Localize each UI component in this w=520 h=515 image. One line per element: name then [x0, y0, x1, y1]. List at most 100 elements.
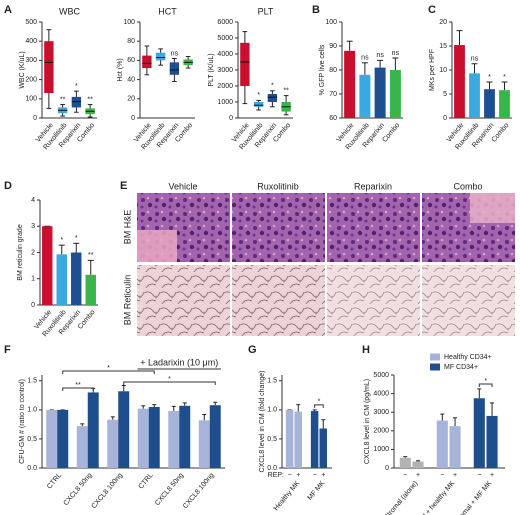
y-tick-label: 0.5 [27, 436, 37, 443]
y-tick-label: 90 [329, 43, 337, 50]
tissue-region [470, 193, 515, 223]
condition-label: − [477, 472, 481, 479]
y-tick-label: 2000 [373, 428, 389, 435]
bar [148, 406, 160, 468]
y-axis-label: MKs per HPF [429, 49, 436, 91]
column-label: Combo [453, 181, 482, 191]
y-tick-label: 2000 [217, 83, 233, 90]
bar [76, 426, 88, 468]
y-tick-label: 80 [127, 38, 135, 45]
reticulin-image [137, 265, 230, 336]
y-tick-label: 1.0 [267, 407, 277, 414]
y-axis-label: WBC (K/uL) [19, 51, 26, 88]
bracket [62, 370, 155, 374]
panel-letter: B [312, 4, 320, 16]
bar [179, 405, 191, 468]
bar [344, 50, 356, 118]
significance: * [168, 376, 171, 383]
tissue-region [137, 230, 177, 262]
y-tick-label: 6000 [217, 19, 233, 26]
he-image [232, 193, 325, 262]
row-label: BM H&E [122, 210, 132, 245]
box [253, 102, 264, 107]
y-tick-label: 70 [329, 91, 337, 98]
y-tick-label: 1.5 [267, 378, 277, 385]
y-tick-label: 1 [31, 276, 35, 283]
bracket [314, 404, 324, 408]
panel-letter: D [4, 180, 12, 192]
y-axis-label: CXCL8 level in CM (pg/mL) [364, 379, 371, 464]
y-tick-label: 4000 [217, 51, 233, 58]
panel-letter: C [428, 4, 436, 16]
y-tick-label: 200 [25, 76, 37, 83]
legend-swatch [430, 353, 440, 361]
significance: ns [361, 55, 369, 62]
reticulin-image [232, 265, 325, 336]
y-tick-label: 1.5 [27, 378, 37, 385]
bar [285, 409, 294, 468]
y-tick-label: 0 [229, 115, 233, 122]
bar [469, 73, 480, 118]
panel-letter: F [4, 344, 11, 356]
y-axis-label: Hct (%) [117, 58, 124, 81]
column-label: Ruxolitinib [257, 181, 299, 191]
y-tick-label: 0.0 [27, 465, 37, 472]
y-tick-label: 4000 [373, 390, 389, 397]
box [155, 52, 166, 61]
reticulin-image [327, 265, 420, 336]
x-tick-label: CXCL8 100ng [91, 472, 125, 510]
y-tick-label: 5000 [373, 372, 389, 379]
box [240, 42, 250, 86]
y-tick-label: 100 [325, 19, 337, 26]
bar [319, 428, 327, 468]
y-tick-label: 60 [127, 57, 135, 64]
column-label: Vehicle [168, 181, 197, 191]
bar [87, 392, 99, 468]
bar [399, 457, 411, 468]
bar [85, 274, 96, 305]
y-tick-label: 10 [439, 67, 447, 74]
significance: ** [283, 87, 289, 94]
condition-title: REP: [268, 472, 284, 479]
box [44, 41, 54, 94]
bar [57, 409, 69, 468]
y-tick-label: 5000 [217, 35, 233, 42]
significance: ns [471, 56, 479, 63]
row-label: BM Reticulin [122, 275, 132, 326]
bar [310, 411, 319, 468]
y-tick-label: 2 [31, 249, 35, 256]
y-tick-label: 40 [127, 76, 135, 83]
bracket [478, 383, 493, 387]
condition-label: + [296, 472, 300, 479]
bar [449, 426, 461, 468]
bar [42, 226, 53, 305]
significance: ** [87, 96, 93, 103]
significance: * [75, 83, 78, 90]
he-image [327, 193, 420, 262]
bar [137, 408, 149, 468]
y-tick-label: 5 [443, 91, 447, 98]
bar [454, 45, 465, 118]
box [267, 94, 278, 102]
y-tick-label: 20 [127, 96, 135, 103]
bar [107, 419, 119, 468]
panel-letter: A [4, 4, 12, 16]
y-axis-label: CFU-GM # (ratio to control) [19, 379, 26, 464]
panel-letter: E [120, 180, 127, 192]
y-tick-label: 0 [443, 115, 447, 122]
chart-title: HCT [158, 6, 177, 16]
condition-label: − [403, 472, 407, 479]
y-axis-label: CXCL8 level in CM (fold change) [259, 371, 266, 473]
bar [412, 461, 424, 468]
significance: * [271, 83, 274, 90]
bar [46, 409, 58, 468]
y-tick-label: 3000 [373, 409, 389, 416]
y-tick-label: 3 [31, 223, 35, 230]
y-tick-label: 1000 [373, 446, 389, 453]
significance: * [257, 92, 260, 99]
condition-label: − [313, 472, 317, 479]
y-tick-label: 0.5 [267, 436, 277, 443]
bar [486, 415, 498, 468]
legend-label: MF CD34+ [444, 364, 478, 371]
bar [389, 70, 401, 118]
